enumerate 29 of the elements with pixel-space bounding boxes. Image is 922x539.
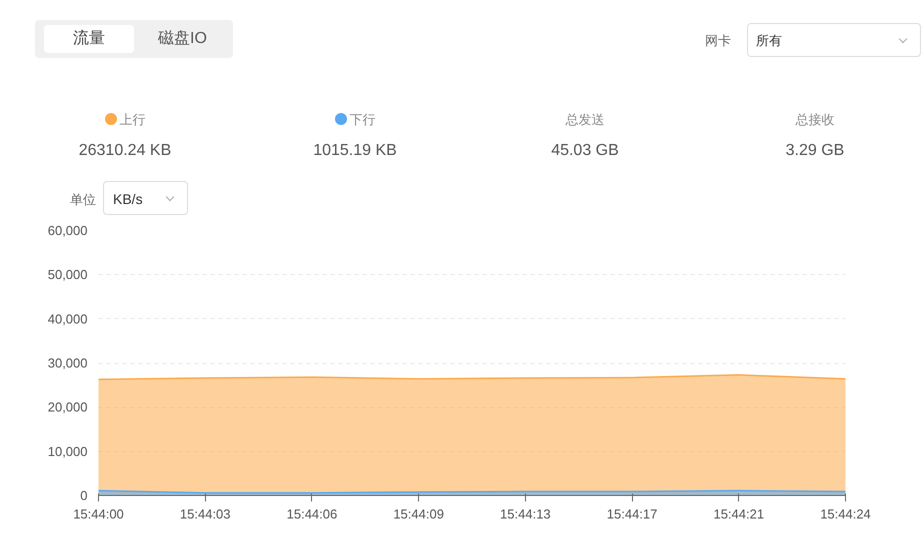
- text: 45.03 GB: [550, 140, 620, 161]
- y-tick-label: 30,000: [48, 356, 88, 370]
- text: 总发送: [564, 111, 606, 129]
- y-tick-label: 50,000: [48, 267, 88, 282]
- legend-label: 上行: [118, 111, 146, 129]
- text: 流量: [44, 25, 134, 53]
- text: 1015.19 KB: [312, 140, 398, 161]
- text: KB/s: [103, 181, 188, 215]
- y-tick-label: 0: [80, 488, 88, 503]
- text: 3.29 GB: [784, 140, 846, 161]
- x-tick-label: 15:44:06: [286, 506, 338, 522]
- text: 所有: [747, 23, 921, 57]
- x-tick-label: 15:44:13: [500, 506, 551, 522]
- text: 网卡: [705, 32, 731, 50]
- legend-label: 下行: [348, 111, 376, 129]
- y-tick-label: 40,000: [48, 311, 88, 326]
- x-tick-label: 15:44:21: [713, 506, 764, 522]
- x-tick-label: 15:44:17: [606, 506, 658, 522]
- text: 磁盘IO: [157, 29, 208, 49]
- x-tick-label: 15:44:09: [393, 506, 444, 522]
- y-tick-label: 60,000: [48, 223, 88, 238]
- y-tick-label: 20,000: [48, 400, 88, 415]
- x-tick-label: 15:44:24: [820, 506, 871, 522]
- text: 总接收: [794, 111, 836, 129]
- text: 26310.24 KB: [78, 140, 172, 161]
- text: 单位: [70, 191, 96, 209]
- x-tick-label: 15:44:03: [180, 506, 231, 522]
- x-tick-label: 15:44:00: [73, 506, 124, 522]
- y-tick-label: 10,000: [48, 444, 88, 459]
